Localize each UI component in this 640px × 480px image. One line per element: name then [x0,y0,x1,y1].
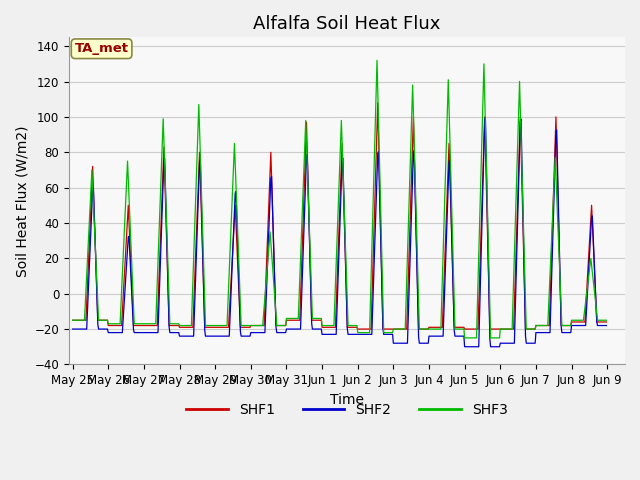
SHF3 [68,317,76,323]
SHF2 [461,344,468,349]
SHF3 [133,321,141,326]
SHF1 [354,326,362,332]
SHF1 [68,317,76,323]
SHF2 [404,316,412,322]
SHF2 [188,333,195,339]
SHF2 [216,333,223,339]
SHF1 [216,324,223,330]
SHF1 [133,323,141,328]
SHF1 [374,100,381,106]
X-axis label: Time: Time [330,393,364,407]
SHF2 [603,323,611,328]
SHF1 [188,324,195,330]
SHF3 [603,317,611,323]
SHF2 [420,340,428,346]
SHF2 [481,115,489,120]
Legend: SHF1, SHF2, SHF3: SHF1, SHF2, SHF3 [180,398,513,423]
SHF3 [188,323,195,328]
Line: SHF1: SHF1 [72,103,607,329]
SHF1 [603,319,611,325]
Line: SHF2: SHF2 [72,118,607,347]
Title: Alfalfa Soil Heat Flux: Alfalfa Soil Heat Flux [253,15,441,33]
SHF3 [405,204,413,210]
Y-axis label: Soil Heat Flux (W/m2): Soil Heat Flux (W/m2) [15,125,29,276]
Line: SHF3: SHF3 [72,60,607,338]
SHF2 [79,326,86,332]
SHF2 [133,330,141,336]
SHF2 [68,326,76,332]
SHF1 [406,232,413,238]
SHF3 [461,335,468,341]
SHF3 [79,317,86,323]
Text: TA_met: TA_met [75,42,129,55]
SHF3 [420,326,428,332]
SHF1 [79,317,86,323]
SHF1 [421,326,429,332]
SHF3 [373,58,381,63]
SHF3 [216,323,223,328]
